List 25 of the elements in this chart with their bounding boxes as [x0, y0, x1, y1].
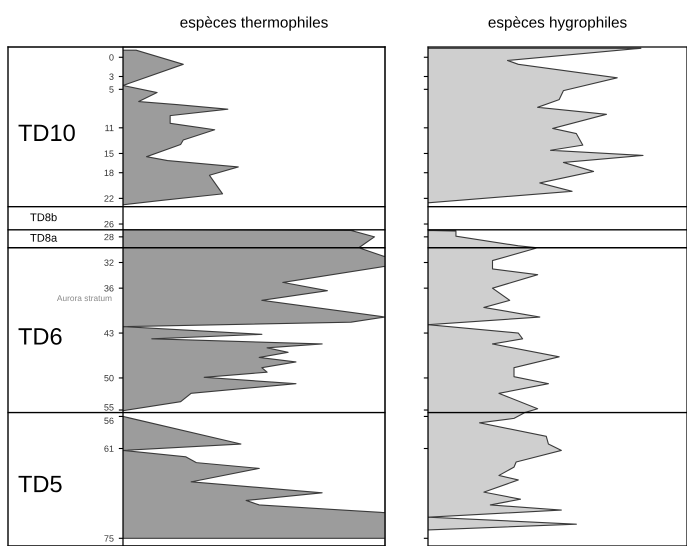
- y-tick-label: 22: [104, 195, 114, 202]
- y-tick-label: 61: [104, 445, 114, 452]
- y-tick-label: 3: [109, 73, 114, 80]
- y-tick-label: 18: [104, 170, 114, 176]
- y-tick-label: 5: [109, 86, 114, 93]
- text: TD8b: [30, 213, 57, 222]
- y-tick-label: 32: [104, 259, 114, 266]
- y-tick-label: 36: [104, 285, 114, 292]
- y-tick-label: 75: [104, 535, 114, 542]
- text: TD8a: [30, 234, 58, 242]
- y-tick-label: 0: [109, 54, 114, 61]
- y-tick-label: 15: [104, 150, 114, 157]
- chart-title: espèces hygrophiles: [488, 16, 627, 31]
- y-tick-label: 26: [104, 220, 114, 228]
- text: Aurora stratum: [56, 295, 112, 302]
- y-tick-label: 43: [104, 330, 114, 336]
- y-tick-label: 50: [104, 374, 114, 382]
- y-tick-label: 56: [104, 418, 114, 424]
- text: TD5: [18, 476, 62, 492]
- text: TD10: [18, 124, 75, 142]
- chart-title: espèces thermophiles: [180, 16, 328, 31]
- text: TD6: [18, 328, 62, 345]
- y-tick-label: 28: [104, 234, 114, 240]
- y-tick-label: 55: [104, 404, 114, 411]
- y-tick-label: 11: [105, 124, 114, 132]
